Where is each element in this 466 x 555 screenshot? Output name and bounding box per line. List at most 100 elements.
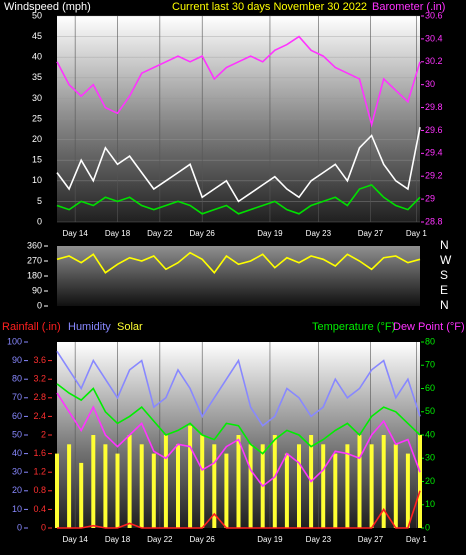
bar — [163, 435, 168, 528]
y2-axis-title: Barometer (.in) — [372, 1, 445, 13]
y2-tick-label: 29.8 — [425, 102, 443, 112]
x-tick-label: Day 22 — [147, 229, 173, 238]
series-line — [57, 490, 421, 529]
y2-tick-label: 29.2 — [425, 171, 443, 181]
y-tick-label: 360 — [27, 240, 42, 250]
x-tick-label: Day 26 — [190, 229, 216, 238]
direction-label: W — [440, 253, 452, 267]
y3-tick-label: 0.8 — [33, 485, 46, 495]
y3-tick-label: 0.4 — [33, 504, 46, 514]
y2-tick-label: 10 — [425, 499, 435, 509]
bar — [284, 453, 289, 528]
y-tick-label: 20 — [32, 134, 42, 144]
legend-entry: Dew Point (°F) — [393, 321, 465, 333]
series-line — [56, 383, 421, 455]
x-tick-label: Day 18 — [105, 229, 131, 238]
bar — [127, 435, 132, 528]
x-tick-label: Day 23 — [306, 229, 332, 238]
bar — [381, 435, 386, 528]
y-tick-label: 40 — [32, 52, 42, 62]
y-tick-label: 35 — [32, 72, 42, 82]
x-tick-label: Day 26 — [190, 535, 216, 544]
y2-tick-label: 0 — [425, 522, 430, 532]
bar — [115, 453, 120, 528]
bar — [321, 444, 326, 528]
legend-entry: Temperature (°F) — [312, 321, 395, 333]
y2-tick-label: 80 — [425, 336, 435, 346]
y-tick-label: 50 — [32, 10, 42, 20]
y-axis-title: Windspeed (mph) — [4, 1, 91, 13]
y3-tick-label: 1.2 — [33, 467, 46, 477]
y-tick-label: 40 — [12, 448, 22, 458]
y2-tick-label: 30 — [425, 453, 435, 463]
x-tick-label: Day 19 — [257, 535, 283, 544]
x-tick-label: Day 27 — [358, 535, 384, 544]
y-tick-label: 90 — [12, 355, 22, 365]
direction-label: N — [440, 298, 449, 312]
y3-tick-label: 3.2 — [33, 374, 46, 384]
y2-tick-label: 29.4 — [425, 148, 443, 158]
x-tick-label: Day 19 — [257, 229, 283, 238]
y-tick-label: 30 — [32, 93, 42, 103]
bar — [236, 435, 241, 528]
y2-tick-label: 50 — [425, 406, 435, 416]
bar — [200, 435, 205, 528]
y-tick-label: 10 — [12, 504, 22, 514]
bar — [418, 435, 422, 528]
y2-tick-label: 70 — [425, 360, 435, 370]
bar — [103, 444, 108, 528]
y2-tick-label: 28.8 — [425, 216, 443, 226]
series-line — [56, 251, 421, 274]
y-tick-label: 10 — [32, 175, 42, 185]
y-tick-label: 180 — [27, 270, 42, 280]
y-tick-label: 25 — [32, 113, 42, 123]
bar — [55, 453, 59, 528]
chart-title: Current last 30 days November 30 2022 — [172, 1, 367, 13]
y2-tick-label: 30.4 — [425, 33, 443, 43]
bar — [151, 453, 156, 528]
y-tick-label: 30 — [12, 467, 22, 477]
bar — [393, 444, 398, 528]
bar — [369, 444, 374, 528]
x-tick-label: Day 27 — [358, 229, 384, 238]
series-line — [56, 127, 421, 203]
series-line — [56, 392, 421, 488]
y-tick-label: 0 — [37, 300, 42, 310]
y2-tick-label: 30.2 — [425, 56, 443, 66]
bar — [248, 444, 253, 528]
y2-tick-label: 60 — [425, 383, 435, 393]
y-tick-label: 80 — [12, 374, 22, 384]
y2-tick-label: 30 — [425, 79, 435, 89]
y-tick-label: 270 — [27, 255, 42, 265]
y-tick-label: 60 — [12, 411, 22, 421]
y3-tick-label: 2.8 — [33, 392, 46, 402]
bar — [188, 425, 193, 528]
bar — [91, 435, 96, 528]
legend-entry: Humidity — [68, 321, 111, 333]
y-tick-label: 0 — [37, 216, 42, 226]
y2-tick-label: 29.6 — [425, 125, 443, 135]
bar — [405, 453, 410, 528]
y3-tick-label: 1.6 — [33, 448, 46, 458]
y-tick-label: 100 — [7, 336, 22, 346]
series-line — [56, 183, 421, 215]
legend-entry: Solar — [117, 321, 143, 333]
bar — [67, 444, 72, 528]
direction-label: E — [440, 283, 448, 297]
x-tick-label: Day 23 — [306, 535, 332, 544]
x-tick-label: Day 1 — [406, 229, 427, 238]
y-tick-label: 70 — [12, 392, 22, 402]
direction-label: N — [440, 238, 449, 252]
y-tick-label: 90 — [32, 285, 42, 295]
y3-tick-label: 2.4 — [33, 411, 46, 421]
legend-entry: Rainfall (.in) — [2, 321, 61, 333]
y2-tick-label: 40 — [425, 429, 435, 439]
series-line — [56, 350, 421, 427]
y2-tick-label: 30.6 — [425, 10, 443, 20]
y-tick-label: 20 — [12, 485, 22, 495]
x-tick-label: Day 22 — [147, 535, 173, 544]
bar — [79, 462, 84, 528]
y2-tick-label: 20 — [425, 476, 435, 486]
series-line — [56, 35, 421, 128]
